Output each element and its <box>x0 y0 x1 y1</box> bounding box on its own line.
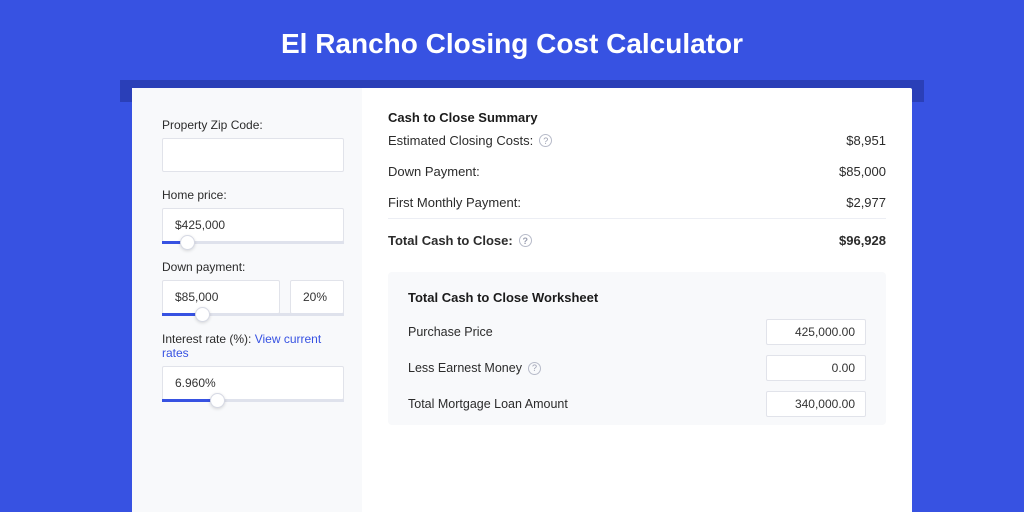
field-zip: Property Zip Code: <box>162 118 344 172</box>
interest-rate-slider-fill <box>162 399 217 402</box>
summary-total-value: $96,928 <box>839 233 886 248</box>
summary-value: $8,951 <box>846 133 886 148</box>
inputs-sidebar: Property Zip Code: Home price: $425,000 … <box>132 88 362 512</box>
summary-row-closing-costs: Estimated Closing Costs:? $8,951 <box>388 125 886 156</box>
worksheet-value-input[interactable]: 340,000.00 <box>766 391 866 417</box>
down-payment-label: Down payment: <box>162 260 344 274</box>
summary-label: Estimated Closing Costs: <box>388 133 533 148</box>
summary-row-total: Total Cash to Close:? $96,928 <box>388 218 886 256</box>
worksheet-label: Purchase Price <box>408 325 493 339</box>
worksheet-value-input[interactable]: 0.00 <box>766 355 866 381</box>
field-down-payment: Down payment: $85,000 20% <box>162 260 344 316</box>
summary-label: Down Payment: <box>388 164 480 179</box>
calculator-panel: Property Zip Code: Home price: $425,000 … <box>132 88 912 512</box>
down-payment-input[interactable]: $85,000 <box>162 280 280 314</box>
summary-total-label: Total Cash to Close: <box>388 233 513 248</box>
interest-rate-slider[interactable] <box>162 399 344 402</box>
summary-row-down-payment: Down Payment: $85,000 <box>388 156 886 187</box>
down-payment-slider-thumb[interactable] <box>195 307 210 322</box>
worksheet-title: Total Cash to Close Worksheet <box>408 290 866 305</box>
worksheet-row-loan-amount: Total Mortgage Loan Amount 340,000.00 <box>408 391 866 417</box>
home-price-label: Home price: <box>162 188 344 202</box>
field-interest-rate: Interest rate (%): View current rates 6.… <box>162 332 344 402</box>
page-title: El Rancho Closing Cost Calculator <box>0 0 1024 80</box>
worksheet-value-input[interactable]: 425,000.00 <box>766 319 866 345</box>
summary-label: First Monthly Payment: <box>388 195 521 210</box>
interest-rate-slider-thumb[interactable] <box>210 393 225 408</box>
interest-rate-input[interactable]: 6.960% <box>162 366 344 400</box>
zip-input[interactable] <box>162 138 344 172</box>
help-icon[interactable]: ? <box>519 234 532 247</box>
field-home-price: Home price: $425,000 <box>162 188 344 244</box>
worksheet-row-earnest-money: Less Earnest Money? 0.00 <box>408 355 866 381</box>
summary-row-first-monthly: First Monthly Payment: $2,977 <box>388 187 886 218</box>
summary-value: $85,000 <box>839 164 886 179</box>
help-icon[interactable]: ? <box>528 362 541 375</box>
home-price-slider[interactable] <box>162 241 344 244</box>
summary-title: Cash to Close Summary <box>388 110 886 125</box>
help-icon[interactable]: ? <box>539 134 552 147</box>
worksheet-label: Less Earnest Money <box>408 361 522 375</box>
results-pane: Cash to Close Summary Estimated Closing … <box>362 88 912 512</box>
worksheet: Total Cash to Close Worksheet Purchase P… <box>388 272 886 425</box>
home-price-slider-thumb[interactable] <box>180 235 195 250</box>
summary-value: $2,977 <box>846 195 886 210</box>
down-payment-slider[interactable] <box>162 313 344 316</box>
interest-rate-label: Interest rate (%): View current rates <box>162 332 344 360</box>
zip-label: Property Zip Code: <box>162 118 344 132</box>
cash-summary: Cash to Close Summary Estimated Closing … <box>388 110 886 256</box>
worksheet-row-purchase-price: Purchase Price 425,000.00 <box>408 319 866 345</box>
down-payment-pct-input[interactable]: 20% <box>290 280 344 314</box>
worksheet-label: Total Mortgage Loan Amount <box>408 397 568 411</box>
